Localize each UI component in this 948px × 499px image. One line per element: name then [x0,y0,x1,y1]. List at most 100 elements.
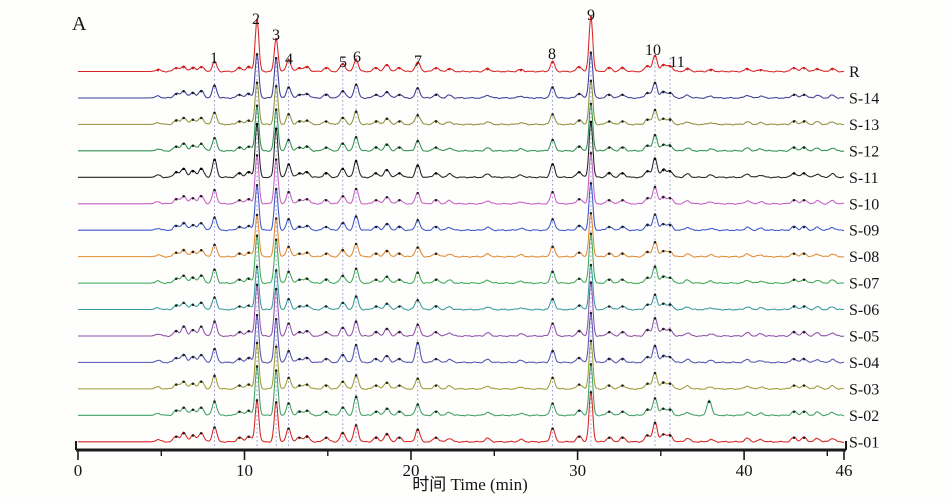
peak-dot [802,357,806,361]
peak-dot [589,263,593,267]
peak-dot [385,407,389,410]
peak-dot [551,218,554,221]
peak-dot [191,355,195,359]
trace-label-S-04: S-04 [849,355,879,372]
peak-dot [182,274,185,277]
peak-dot [662,433,665,436]
peak-dot [324,357,328,361]
peak-dot [802,93,806,97]
peak-dot [341,353,345,357]
peak-dot [298,252,301,255]
peak-dot [621,384,624,387]
peak-dot [416,164,419,167]
peak-dot [247,277,250,280]
peak-dot [434,436,438,440]
trace-label-R: R [849,64,860,81]
peak-dot [298,384,301,387]
peak-dot [341,194,345,198]
peak-dot [305,171,309,174]
x-tick-label-46: 46 [836,461,853,480]
peak-dot [174,435,178,438]
peak-dot [686,67,689,71]
peak-dot [589,102,593,106]
peak-dot [434,225,438,229]
peak-dot [238,384,241,387]
peak-dot [662,90,665,94]
peak-dot [213,84,216,87]
peak-dot [434,199,438,202]
peak-dot [174,383,178,386]
peak-dot [792,93,796,97]
peak-dot [416,377,419,381]
peak-dot [668,276,672,279]
peak-dot [199,431,203,435]
peak-dot [354,267,358,270]
peak-dot [247,198,250,201]
trace-label-S-06: S-06 [849,302,879,319]
trace-S-13-peak-dots [174,79,806,123]
peak-dot [174,145,178,148]
peak-dot [398,172,401,175]
peak-dot [653,213,657,216]
peak-dot [653,54,657,58]
peak-dot [577,65,581,69]
peak-dot [831,67,834,71]
peak-dot [416,219,419,222]
peak-dot [238,172,241,175]
peak-dot [416,299,419,302]
peak-dot [607,410,611,414]
peak-dot [416,139,419,143]
peak-number-3: 3 [272,27,280,44]
peak-dot [354,242,358,246]
peak-dot [191,303,195,307]
peak-dot [646,64,649,68]
peak-dot [551,376,554,380]
peak-dot [374,199,378,202]
peak-dot [551,113,554,116]
x-tick-label-10: 10 [236,461,253,480]
trace-label-S-12: S-12 [849,143,879,160]
peak-dot [646,144,649,148]
peak-number-1: 1 [210,50,218,67]
peak-dot [577,251,581,255]
peak-dot [174,224,178,228]
peak-dot [374,357,378,361]
peak-dot [182,89,185,93]
peak-dot [287,218,290,221]
peak-dot [238,331,241,334]
peak-dot [274,127,278,130]
peak-dot [646,223,649,227]
peak-dot [398,305,401,308]
peak-dot [646,118,649,121]
peak-dot [607,120,611,123]
peak-dot [662,63,665,67]
peak-dot [305,251,309,255]
peak-dot [305,329,309,333]
peak-dot [354,343,358,347]
peak-dot [182,325,185,328]
peak-dot [653,185,657,189]
trace-S-06 [77,263,845,311]
peak-dot [305,65,309,69]
peak-dot [398,410,401,414]
peak-dot [577,435,581,438]
peak-dot [668,144,672,148]
peak-dot [199,353,203,357]
peak-dot [589,232,593,235]
peak-dot [551,402,554,405]
peak-dot [374,93,378,97]
peak-dot [247,171,250,174]
peak-dot [298,278,301,281]
peak-dot [374,172,378,175]
peak-dot [287,163,290,166]
peak-dot [374,331,378,334]
trace-S-08 [77,211,845,258]
peak-dot [792,225,796,229]
peak-dot [551,322,554,325]
peak-dot [191,250,195,254]
peak-dot [385,117,389,121]
peak-dot [802,252,806,255]
peak-dot [324,172,328,175]
peak-dot [653,397,657,400]
peak-dot [607,93,611,97]
